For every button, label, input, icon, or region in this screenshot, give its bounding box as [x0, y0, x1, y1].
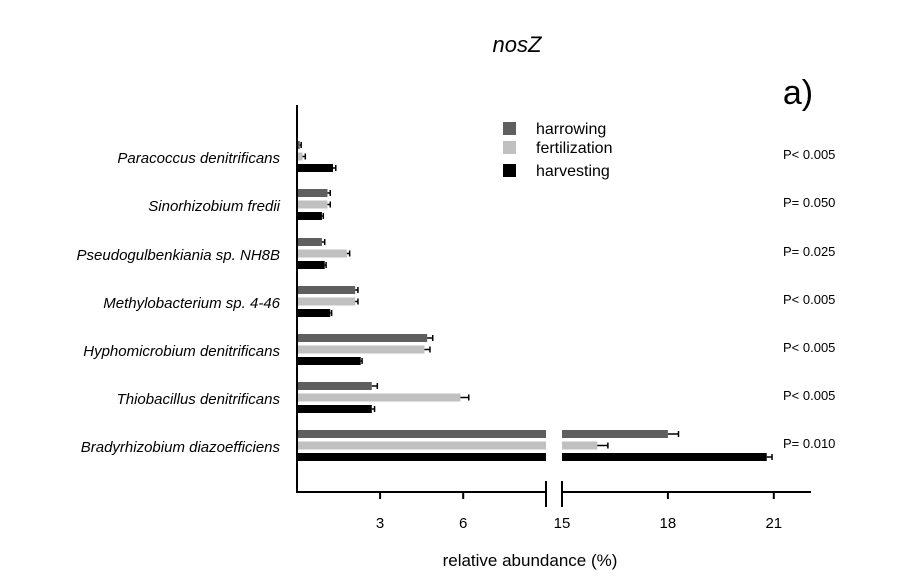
bar-fertilization: [297, 297, 356, 306]
bar-harrowing: [297, 189, 328, 197]
bar-fertilization: [297, 441, 546, 450]
bar-fertilization: [297, 249, 347, 258]
legend-swatch-harvesting: [503, 164, 516, 177]
legend: harrowing fertilization harvesting: [503, 121, 612, 180]
bar-harvesting: [297, 261, 325, 269]
p-value-label: P= 0.025: [783, 244, 835, 259]
bar-harvesting: [297, 405, 372, 413]
p-value-label: P= 0.050: [783, 195, 835, 210]
bar-harvesting: [297, 212, 322, 220]
x-tick-label: 6: [459, 515, 467, 532]
bar-fertilization: [297, 200, 328, 209]
category-label: Sinorhizobium fredii: [148, 198, 280, 215]
p-value-label: P= 0.010: [783, 436, 835, 451]
category-label: Pseudogulbenkiania sp. NH8B: [77, 247, 280, 264]
bar-harvesting: [562, 453, 767, 461]
bar-fertilization: [297, 345, 425, 354]
panel-label: a): [783, 74, 813, 112]
legend-label-harrowing: harrowing: [536, 121, 606, 138]
bar-harvesting: [297, 453, 546, 461]
category-label: Paracoccus denitrificans: [117, 150, 280, 167]
bar-harrowing: [297, 334, 428, 342]
p-value-label: P< 0.005: [783, 340, 835, 355]
chart-title: nosZ: [493, 32, 543, 57]
bar-harrowing: [297, 382, 372, 390]
bar-harvesting: [297, 164, 334, 172]
category-label: Methylobacterium sp. 4-46: [103, 295, 280, 312]
p-value-label: P< 0.005: [783, 292, 835, 307]
category-label: Hyphomicrobium denitrificans: [83, 343, 280, 360]
x-tick-label: 18: [660, 515, 677, 532]
x-tick-label: 3: [376, 515, 384, 532]
bar-harrowing: [297, 430, 546, 438]
bar-fertilization: [562, 441, 598, 450]
legend-swatch-harrowing: [503, 122, 516, 135]
legend-label-fertilization: fertilization: [536, 140, 612, 157]
bar-harrowing: [297, 286, 356, 294]
bar-harrowing: [562, 430, 668, 438]
bar-fertilization: [297, 152, 303, 161]
bar-harrowing: [297, 238, 322, 246]
category-label: Bradyrhizobium diazoefficiens: [81, 439, 281, 456]
category-label: Thiobacillus denitrificans: [117, 391, 281, 408]
p-value-label: P< 0.005: [783, 147, 835, 162]
p-value-label: P< 0.005: [783, 388, 835, 403]
bar-harvesting: [297, 309, 331, 317]
legend-label-harvesting: harvesting: [536, 163, 610, 180]
legend-swatch-fertilization: [503, 141, 516, 154]
x-tick-label: 15: [554, 515, 571, 532]
bar-harrowing: [297, 141, 300, 149]
bar-fertilization: [297, 393, 461, 402]
bar-harvesting: [297, 357, 361, 365]
x-axis-label: relative abundance (%): [443, 551, 618, 570]
x-tick-label: 21: [765, 515, 782, 532]
